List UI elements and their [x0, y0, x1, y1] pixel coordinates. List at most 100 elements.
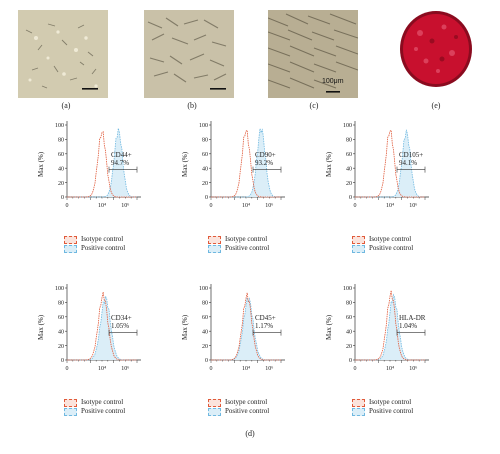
x-tick-label: 10⁶ — [265, 366, 273, 372]
y-axis-label: Max (%) — [325, 151, 333, 177]
x-tick-label: 10⁴ — [386, 203, 394, 209]
y-tick-label: 100 — [55, 286, 64, 292]
legend-swatch-positive — [64, 407, 77, 416]
legend-item-positive: Positive control — [208, 407, 269, 416]
micrograph-a — [18, 10, 108, 98]
positive-control-fill — [355, 294, 425, 360]
legend-label-isotype: Isotype control — [81, 398, 124, 406]
histogram-cd44: 0 20 40 60 80 100 0 10⁴ 10⁶ Max (%) CD44+ 94.7% Isot… — [37, 115, 160, 257]
x-tick-label: 10⁴ — [242, 366, 250, 372]
legend-item-isotype: Isotype control — [352, 398, 413, 407]
x-tick-label: 10⁶ — [265, 203, 273, 209]
legend-swatch-isotype — [208, 398, 221, 407]
legend-item-positive: Positive control — [352, 244, 413, 253]
x-tick-label: 10⁴ — [386, 366, 394, 372]
positive-control-curve — [67, 128, 138, 198]
positive-control-fill — [67, 296, 137, 360]
legend-label-positive: Positive control — [225, 407, 270, 415]
isotype-control-curve — [355, 129, 425, 198]
y-tick-label: 100 — [199, 123, 208, 129]
y-tick-label: 40 — [202, 329, 208, 335]
panel-label-a: (a) — [61, 101, 71, 110]
panel-label-b: (b) — [187, 101, 197, 110]
y-tick-label: 60 — [346, 315, 352, 321]
legend-label-isotype: Isotype control — [81, 235, 124, 243]
legend: Isotype control Positive control — [352, 235, 413, 253]
x-tick-label: 0 — [66, 203, 69, 209]
y-tick-label: 20 — [58, 344, 64, 350]
y-tick-label: 20 — [346, 181, 352, 187]
positive-control-fill — [67, 128, 137, 197]
x-tick-label: 10⁴ — [98, 203, 106, 209]
histogram-hla-dr: 0 20 40 60 80 100 0 10⁴ 10⁶ Max (%) HLA-DR 1.04% Iso… — [325, 278, 448, 420]
x-tick-label: 10⁴ — [242, 203, 250, 209]
legend: Isotype control Positive control — [208, 398, 269, 416]
x-tick-label: 0 — [210, 203, 213, 209]
marker-label: CD45+ 1.17% — [255, 314, 276, 330]
marker-name: CD45+ — [255, 313, 276, 322]
marker-name: HLA-DR — [399, 313, 426, 322]
x-tick-label: 10⁶ — [409, 366, 417, 372]
marker-name: CD90+ — [255, 150, 276, 159]
histogram-svg: 0 20 40 60 80 100 0 10⁴ 10⁶ — [199, 121, 285, 209]
y-tick-label: 80 — [58, 138, 64, 144]
micrograph-b — [144, 10, 234, 98]
marker-percent: 93.2% — [255, 158, 274, 167]
alizarin-stain-dish — [398, 9, 474, 89]
y-tick-label: 60 — [58, 152, 64, 158]
y-tick-label: 40 — [58, 329, 64, 335]
histogram-cd105: 0 20 40 60 80 100 0 10⁴ 10⁶ Max (%) CD105+ 94.1% Iso… — [325, 115, 448, 257]
legend-swatch-positive — [208, 407, 221, 416]
x-tick-label: 10⁶ — [409, 203, 417, 209]
y-axis-label: Max (%) — [181, 314, 189, 340]
y-tick-label: 40 — [346, 166, 352, 172]
marker-label: CD34+ 1.05% — [111, 314, 132, 330]
marker-name: CD105+ — [399, 150, 424, 159]
marker-label: CD90+ 93.2% — [255, 151, 276, 167]
x-tick-label: 0 — [354, 366, 357, 372]
x-tick-label: 10⁶ — [121, 203, 129, 209]
x-tick-label: 0 — [66, 366, 69, 372]
y-tick-label: 0 — [349, 195, 352, 201]
y-tick-label: 100 — [199, 286, 208, 292]
legend: Isotype control Positive control — [64, 398, 125, 416]
y-tick-label: 20 — [58, 181, 64, 187]
y-axis-label: Max (%) — [37, 314, 45, 340]
legend-label-positive: Positive control — [369, 244, 414, 252]
legend-item-positive: Positive control — [64, 244, 125, 253]
legend-item-isotype: Isotype control — [64, 235, 125, 244]
y-tick-label: 80 — [58, 301, 64, 307]
legend-item-isotype: Isotype control — [208, 235, 269, 244]
marker-label: CD44+ 94.7% — [111, 151, 132, 167]
panel-label-e: (e) — [431, 101, 441, 110]
positive-control-fill — [211, 128, 281, 197]
y-tick-label: 80 — [346, 138, 352, 144]
y-tick-label: 60 — [58, 315, 64, 321]
legend-item-isotype: Isotype control — [208, 398, 269, 407]
isotype-control-curve — [355, 290, 425, 361]
marker-percent: 1.05% — [111, 321, 130, 330]
x-tick-label: 10⁴ — [98, 366, 106, 372]
legend-item-positive: Positive control — [352, 407, 413, 416]
positive-control-curve — [355, 129, 426, 198]
legend-swatch-isotype — [208, 235, 221, 244]
panel-label-c: (c) — [309, 101, 319, 110]
legend-label-isotype: Isotype control — [369, 235, 412, 243]
positive-control-fill — [355, 129, 425, 197]
legend-label-isotype: Isotype control — [369, 398, 412, 406]
y-tick-label: 40 — [202, 166, 208, 172]
legend-label-isotype: Isotype control — [225, 398, 268, 406]
histogram-svg: 0 20 40 60 80 100 0 10⁴ 10⁶ — [199, 284, 285, 372]
histogram-cd34: 0 20 40 60 80 100 0 10⁴ 10⁶ Max (%) CD34+ 1.05% Isot… — [37, 278, 160, 420]
histogram-cd90: 0 20 40 60 80 100 0 10⁴ 10⁶ Max (%) CD90+ 93.2% Isot… — [181, 115, 304, 257]
legend-swatch-isotype — [64, 235, 77, 244]
isotype-control-curve — [211, 129, 281, 198]
isotype-control-curve — [67, 291, 137, 361]
marker-label: HLA-DR 1.04% — [399, 314, 425, 330]
positive-control-curve — [211, 128, 281, 198]
histogram-svg: 0 20 40 60 80 100 0 10⁴ 10⁶ — [55, 284, 141, 372]
y-tick-label: 0 — [205, 195, 208, 201]
histogram-cd45: 0 20 40 60 80 100 0 10⁴ 10⁶ Max (%) CD45+ 1.17% Isot… — [181, 278, 304, 420]
legend-swatch-isotype — [352, 235, 365, 244]
positive-control-curve — [355, 293, 425, 361]
